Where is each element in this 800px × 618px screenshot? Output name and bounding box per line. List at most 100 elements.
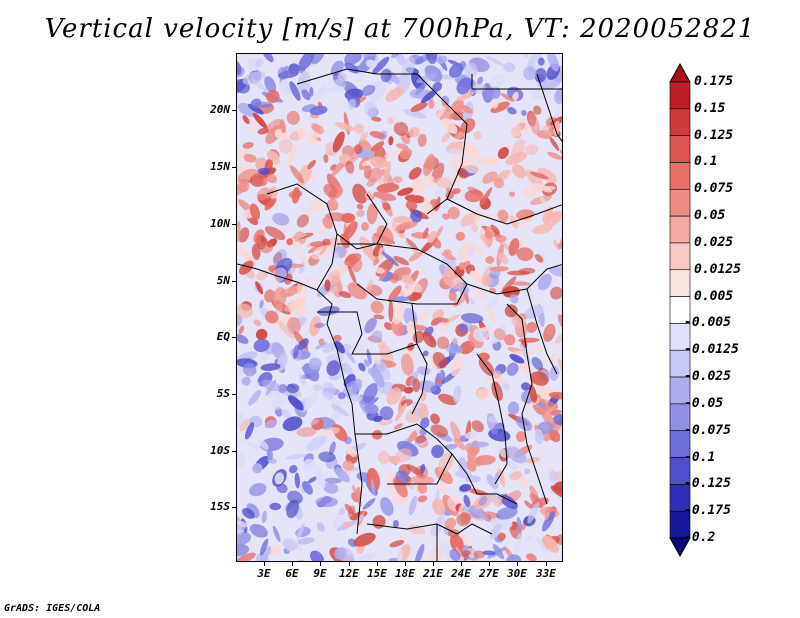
velocity-cell bbox=[261, 379, 281, 392]
velocity-cell bbox=[237, 60, 242, 75]
velocity-cell bbox=[537, 57, 545, 66]
velocity-cell bbox=[356, 209, 365, 217]
velocity-cell bbox=[298, 54, 315, 71]
velocity-cell bbox=[539, 195, 547, 205]
velocity-cell bbox=[431, 162, 445, 183]
colorbar-label: 0.025 bbox=[694, 234, 734, 250]
velocity-cell bbox=[535, 536, 548, 553]
velocity-cell bbox=[352, 183, 368, 204]
velocity-cell bbox=[237, 220, 241, 243]
velocity-cell bbox=[489, 74, 506, 89]
velocity-cell bbox=[373, 191, 397, 201]
velocity-cell bbox=[410, 209, 423, 223]
velocity-cell bbox=[322, 342, 337, 354]
velocity-cell bbox=[266, 448, 273, 461]
velocity-cell bbox=[237, 552, 256, 561]
velocity-cell bbox=[422, 350, 429, 357]
velocity-cell bbox=[529, 493, 543, 509]
velocity-cell bbox=[549, 115, 562, 126]
velocity-cell bbox=[418, 402, 429, 421]
velocity-cell bbox=[332, 131, 345, 153]
velocity-cell bbox=[286, 383, 300, 394]
velocity-cell bbox=[484, 230, 493, 239]
velocity-cell bbox=[417, 495, 428, 503]
velocity-cell bbox=[265, 188, 274, 199]
velocity-cell bbox=[370, 330, 383, 343]
velocity-cell bbox=[237, 411, 244, 429]
velocity-cell bbox=[344, 54, 362, 65]
velocity-cell bbox=[257, 167, 270, 176]
velocity-cell bbox=[370, 300, 384, 314]
velocity-cell bbox=[468, 441, 489, 448]
velocity-cell bbox=[509, 191, 516, 197]
velocity-cell bbox=[544, 512, 550, 521]
velocity-cell bbox=[472, 328, 489, 342]
velocity-cell bbox=[457, 167, 469, 179]
lon-tick-mark bbox=[546, 562, 547, 566]
velocity-cell bbox=[342, 362, 354, 377]
velocity-cell bbox=[253, 319, 262, 327]
velocity-cell bbox=[544, 211, 562, 227]
velocity-cell bbox=[380, 68, 392, 83]
velocity-cell bbox=[276, 483, 288, 494]
colorbar-segment bbox=[669, 162, 691, 190]
velocity-cell bbox=[249, 122, 258, 131]
velocity-cell bbox=[509, 471, 523, 481]
country-borders bbox=[237, 68, 562, 561]
velocity-cell bbox=[362, 383, 378, 403]
velocity-cell bbox=[506, 362, 519, 376]
velocity-cell bbox=[241, 507, 255, 519]
velocity-cell bbox=[524, 468, 531, 475]
velocity-cell bbox=[510, 123, 522, 138]
velocity-cell bbox=[335, 122, 355, 132]
velocity-cell bbox=[290, 295, 307, 311]
velocity-cell bbox=[458, 503, 465, 515]
velocity-cell bbox=[237, 531, 252, 546]
velocity-cell bbox=[487, 415, 498, 423]
velocity-cell bbox=[369, 131, 386, 139]
velocity-cell bbox=[497, 252, 509, 265]
velocity-cell bbox=[307, 242, 327, 254]
velocity-cell bbox=[542, 535, 559, 553]
velocity-cell bbox=[334, 340, 345, 354]
velocity-cell bbox=[392, 520, 399, 528]
velocity-cell bbox=[303, 392, 319, 411]
velocity-cell bbox=[478, 228, 485, 237]
velocity-cell bbox=[382, 202, 391, 211]
velocity-cell bbox=[511, 314, 526, 328]
velocity-cell bbox=[361, 160, 372, 167]
velocity-cell bbox=[437, 393, 458, 406]
velocity-cell bbox=[307, 159, 316, 170]
velocity-cell bbox=[492, 370, 502, 379]
velocity-cell bbox=[379, 406, 394, 421]
velocity-cell bbox=[404, 386, 414, 394]
velocity-cell bbox=[353, 532, 376, 547]
lat-tick-mark bbox=[232, 337, 236, 338]
velocity-cell bbox=[358, 552, 377, 561]
velocity-cell bbox=[286, 110, 300, 125]
velocity-cell bbox=[377, 451, 390, 465]
velocity-cell bbox=[497, 468, 506, 488]
velocity-cell bbox=[467, 186, 483, 197]
velocity-cell bbox=[515, 431, 526, 443]
velocity-cell bbox=[435, 377, 443, 384]
velocity-cell bbox=[237, 313, 243, 326]
velocity-cell bbox=[408, 495, 418, 516]
velocity-cell bbox=[284, 539, 296, 552]
velocity-cell bbox=[251, 173, 268, 187]
velocity-cell bbox=[407, 342, 415, 351]
velocity-cell bbox=[298, 373, 307, 386]
velocity-cell bbox=[333, 334, 342, 342]
velocity-cell bbox=[509, 281, 531, 286]
velocity-cell bbox=[457, 457, 468, 473]
velocity-cell bbox=[515, 209, 535, 220]
velocity-cell bbox=[315, 496, 338, 508]
velocity-cell bbox=[264, 226, 286, 241]
velocity-cell bbox=[460, 118, 476, 134]
velocity-cell bbox=[353, 123, 365, 134]
velocity-cell bbox=[331, 159, 346, 176]
velocity-cell bbox=[331, 404, 349, 417]
velocity-cell bbox=[507, 401, 520, 415]
velocity-cell bbox=[347, 282, 367, 300]
velocity-cell bbox=[296, 427, 317, 437]
